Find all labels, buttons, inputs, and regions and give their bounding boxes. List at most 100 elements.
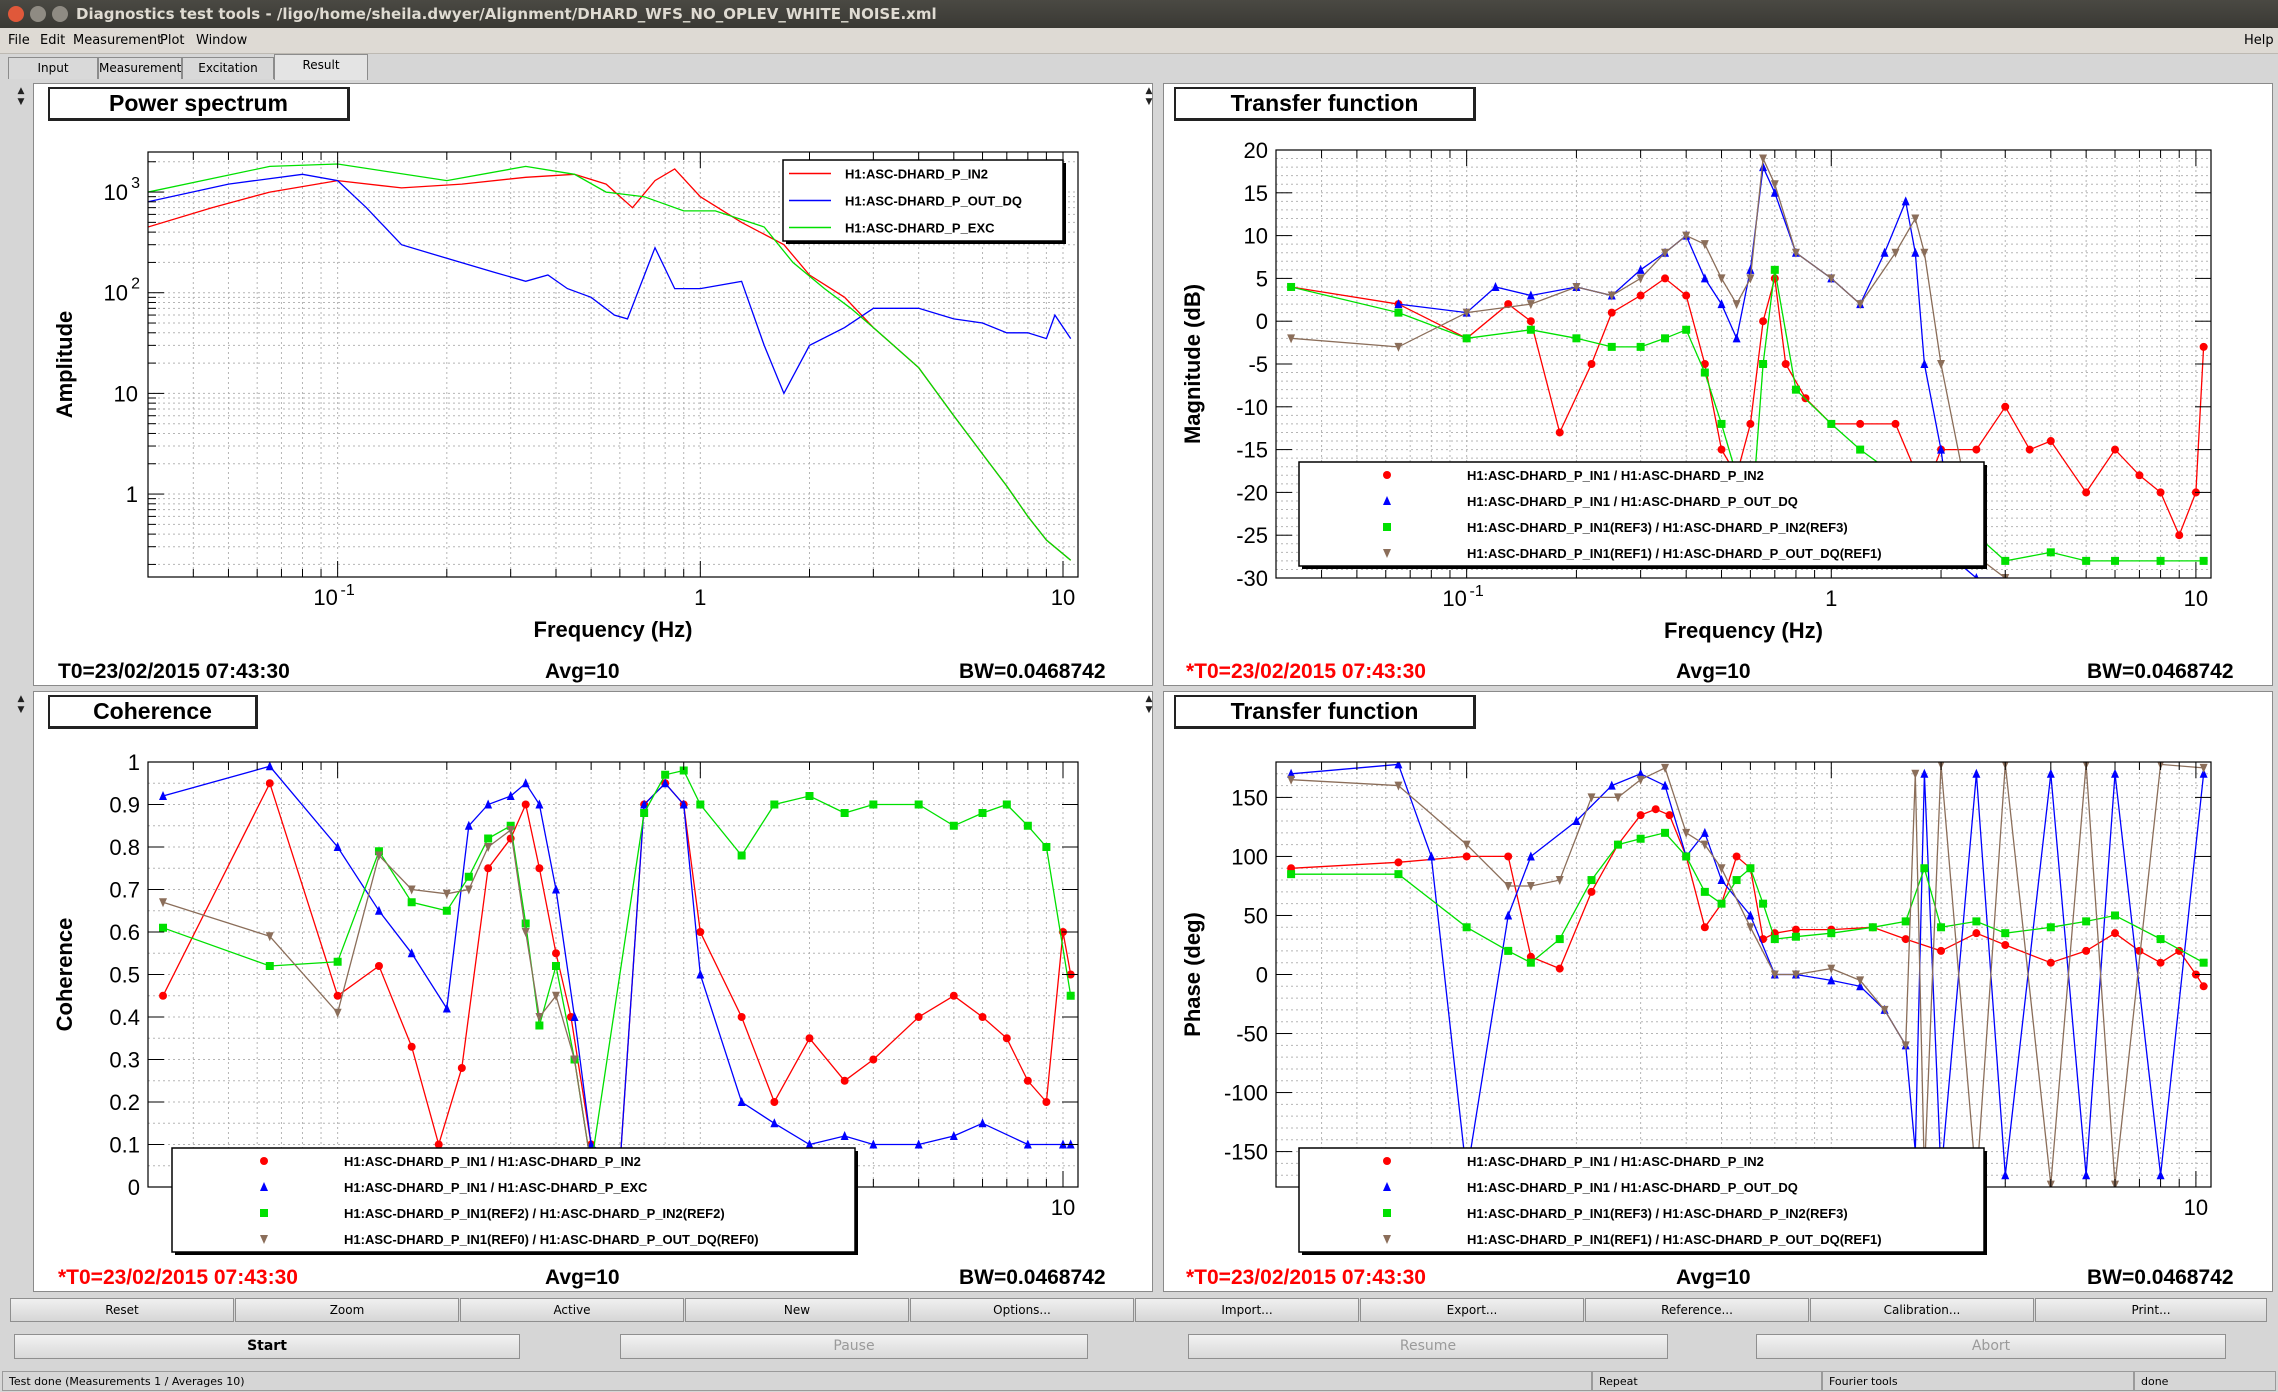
start-button[interactable]: Start — [14, 1334, 520, 1359]
data-point-0 — [521, 800, 530, 809]
y-axis-label: Amplitude — [52, 311, 77, 419]
grid — [1275, 761, 2211, 1188]
import-button[interactable]: Import... — [1135, 1298, 1359, 1322]
pad-tr-down-arrow-icon[interactable]: ▼ — [1145, 97, 1153, 107]
legend-entry: H1:ASC-DHARD_P_IN1(REF3) / H1:ASC-DHARD_… — [1467, 1206, 1848, 1221]
data-point-2 — [1868, 923, 1877, 932]
phase-footer-avg: Avg=10 — [1676, 1266, 1751, 1289]
power-spectrum-pad[interactable]: 10 -1 1 10 Frequency (Hz) 1 10 10 2 10 3 Amplitude H… — [33, 83, 1153, 686]
tab-result[interactable]: Result — [274, 54, 368, 80]
x-axis-label: Frequency (Hz) — [534, 617, 693, 642]
pad-bl-down-arrow-icon[interactable]: ▼ — [17, 705, 25, 715]
maximize-window-icon[interactable] — [52, 6, 68, 22]
active-button[interactable]: Active — [460, 1298, 684, 1322]
data-point-3 — [570, 1055, 579, 1065]
data-point-2 — [2199, 556, 2208, 565]
pad-br-up-arrow-icon[interactable]: ▲ — [1145, 694, 1153, 704]
data-point-1 — [587, 1139, 596, 1149]
data-point-0 — [1504, 852, 1513, 861]
data-point-2 — [1682, 852, 1691, 861]
data-point-3 — [1911, 214, 1920, 224]
y-tick-label: 0.2 — [109, 1090, 140, 1115]
data-point-3 — [1394, 342, 1403, 352]
menu-edit[interactable]: Edit — [40, 33, 66, 48]
calibration-button[interactable]: Calibration... — [1810, 1298, 2034, 1322]
data-point-0 — [805, 1034, 814, 1043]
data-point-0 — [2111, 445, 2120, 454]
data-point-3 — [1700, 840, 1709, 850]
y-tick-label: 0.4 — [109, 1005, 140, 1030]
abort-button[interactable]: Abort — [1756, 1334, 2226, 1359]
options-button[interactable]: Options... — [910, 1298, 1134, 1322]
reference-button[interactable]: Reference... — [1585, 1298, 1809, 1322]
data-point-1 — [1394, 299, 1403, 309]
status-message: Test done (Measurements 1 / Averages 10) — [2, 1371, 1592, 1391]
data-point-0 — [1717, 445, 1726, 454]
resume-button[interactable]: Resume — [1188, 1334, 1668, 1359]
data-point-0 — [1891, 419, 1900, 428]
data-point-0 — [1937, 946, 1946, 955]
magnitude-footer-avg: Avg=10 — [1676, 660, 1751, 683]
data-point-2 — [2199, 958, 2208, 967]
legend: H1:ASC-DHARD_P_IN1 / H1:ASC-DHARD_P_IN2 H… — [171, 1147, 858, 1255]
data-point-1 — [265, 762, 274, 771]
menu-file[interactable]: File — [8, 33, 30, 48]
series-line-2 — [1291, 832, 2204, 964]
data-point-1 — [978, 1118, 987, 1128]
zoom-button[interactable]: Zoom — [235, 1298, 459, 1322]
data-point-3 — [1526, 881, 1535, 891]
export-button[interactable]: Export... — [1360, 1298, 1584, 1322]
menu-plot[interactable]: Plot — [160, 33, 185, 48]
y-axis-label: Magnitude (dB) — [1180, 284, 1205, 444]
pad-tr-up-arrow-icon[interactable]: ▲ — [1145, 86, 1153, 96]
pad-br-down-arrow-icon[interactable]: ▼ — [1145, 705, 1153, 715]
y-tick-label: 150 — [1231, 785, 1268, 810]
new-button[interactable]: New — [685, 1298, 909, 1322]
legend-entry: H1:ASC-DHARD_P_IN1 / H1:ASC-DHARD_P_IN2 — [344, 1154, 641, 1169]
data-point-1 — [1746, 910, 1755, 920]
data-point-2 — [265, 962, 274, 970]
data-point-1 — [1717, 299, 1726, 309]
data-point-2 — [521, 919, 530, 928]
print-button[interactable]: Print... — [2035, 1298, 2267, 1322]
data-point-1 — [1526, 851, 1535, 861]
tab-input[interactable]: Input — [8, 57, 98, 79]
menu-measurement[interactable]: Measurement — [73, 33, 163, 48]
data-point-1 — [949, 1131, 958, 1140]
data-point-2 — [1791, 932, 1800, 941]
data-point-0 — [1901, 935, 1910, 944]
menu-window[interactable]: Window — [196, 33, 248, 48]
pause-button[interactable]: Pause — [620, 1334, 1088, 1359]
data-point-3 — [1717, 864, 1726, 874]
reset-button[interactable]: Reset — [10, 1298, 234, 1322]
window-titlebar[interactable]: Diagnostics test tools - /ligo/home/shei… — [0, 0, 2278, 28]
y-tick-label: -100 — [1224, 1081, 1268, 1106]
data-point-0 — [1972, 445, 1981, 454]
close-window-icon[interactable] — [8, 6, 24, 22]
tab-excitation[interactable]: Excitation — [182, 57, 274, 79]
data-point-3 — [1901, 1041, 1910, 1051]
data-point-3 — [1891, 248, 1900, 258]
data-point-0 — [2046, 958, 2055, 967]
data-point-3 — [1827, 274, 1836, 284]
tab-measurement[interactable]: Measurement — [98, 57, 182, 79]
transfer-magnitude-pad[interactable]: 10 -1 1 10 Frequency (Hz) 20 15 10 5 0 -5 -10 -15 -20… — [1163, 83, 2273, 686]
data-point-2 — [1700, 887, 1709, 896]
data-point-3 — [535, 1013, 544, 1022]
data-point-0 — [2025, 445, 2034, 454]
pad-tl-up-arrow-icon[interactable]: ▲ — [17, 86, 25, 96]
legend-entry: H1:ASC-DHARD_P_IN2 — [845, 167, 988, 182]
y-axis-label: Coherence — [52, 918, 77, 1032]
pad-tl-down-arrow-icon[interactable]: ▼ — [17, 97, 25, 107]
pad-bl-up-arrow-icon[interactable]: ▲ — [17, 694, 25, 704]
data-point-0 — [1394, 858, 1403, 867]
series-line-3 — [162, 828, 592, 1166]
menu-help[interactable]: Help — [2244, 33, 2274, 48]
minimize-window-icon[interactable] — [30, 6, 46, 22]
